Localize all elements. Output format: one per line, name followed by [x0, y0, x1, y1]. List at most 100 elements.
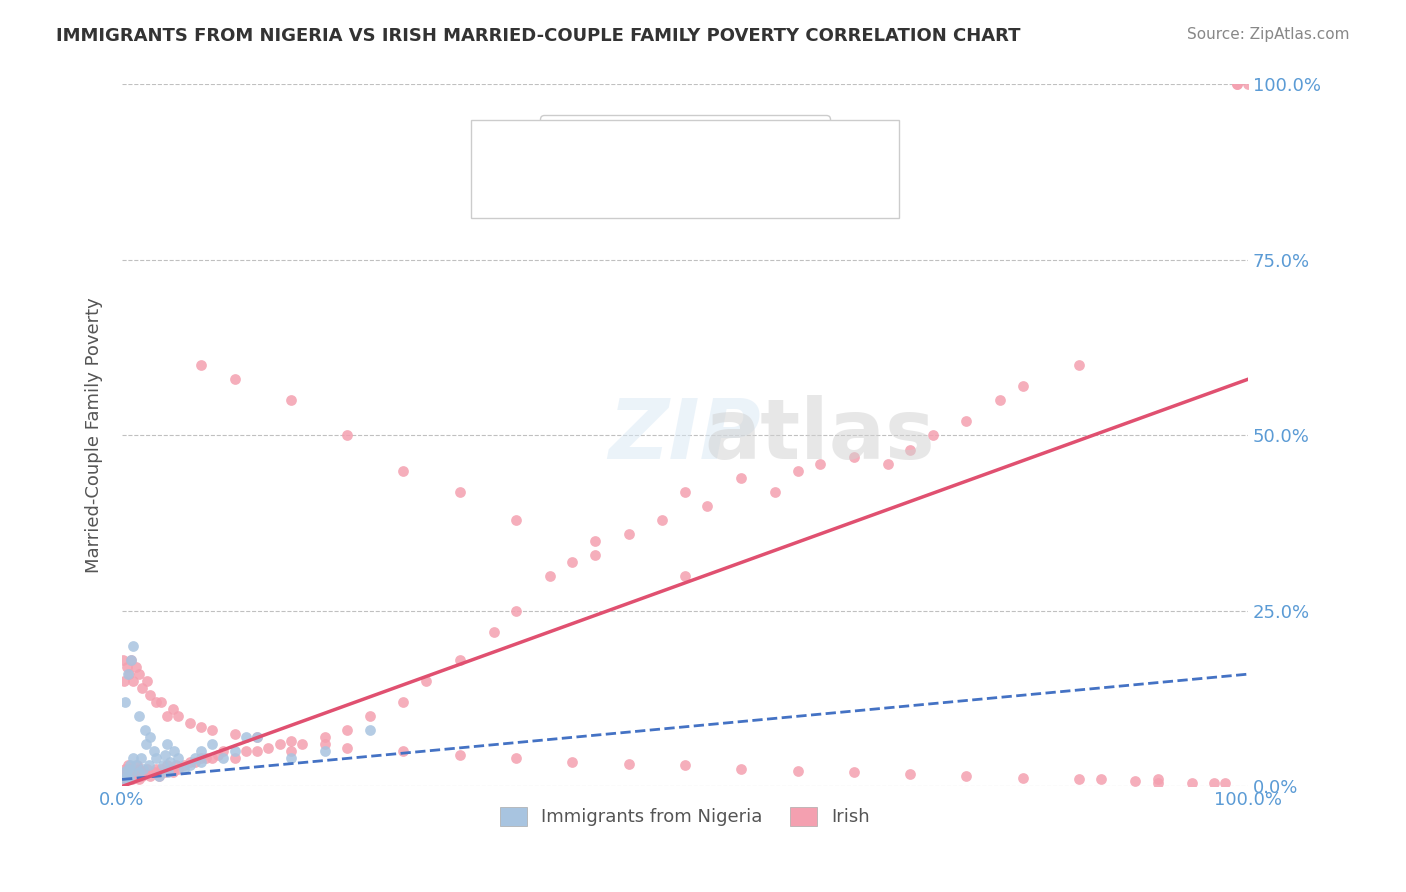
Point: [1067, 358, 1090, 372]
Point: [505, 604, 527, 618]
Point: [148, 769, 170, 783]
Point: [583, 533, 606, 548]
Point: [122, 751, 145, 765]
Point: [114, 762, 136, 776]
Point: [124, 769, 146, 783]
Point: [842, 450, 865, 464]
Point: [359, 723, 381, 738]
Point: [280, 734, 302, 748]
Point: [120, 765, 142, 780]
Point: [115, 765, 138, 780]
Point: [114, 772, 136, 787]
Point: [786, 464, 808, 478]
Point: [392, 744, 415, 758]
Point: [583, 548, 606, 562]
Point: [139, 731, 162, 745]
Point: [112, 769, 135, 783]
Point: [118, 772, 141, 787]
Point: [1226, 78, 1249, 92]
Point: [159, 755, 181, 769]
Point: [1180, 776, 1202, 790]
Point: [730, 762, 752, 776]
Point: [280, 744, 302, 758]
Point: [165, 758, 187, 772]
Point: [1202, 776, 1225, 790]
Point: [336, 723, 359, 738]
Point: [162, 765, 184, 780]
Point: [142, 765, 165, 780]
Point: [115, 769, 138, 783]
Point: [235, 744, 257, 758]
Point: [190, 720, 212, 734]
Point: [120, 653, 142, 667]
Point: [167, 751, 190, 765]
Point: [124, 758, 146, 772]
Text: ZIP: ZIP: [609, 395, 761, 476]
Point: [235, 731, 257, 745]
Point: [1213, 776, 1236, 790]
Point: [167, 762, 190, 776]
Point: [246, 731, 269, 745]
Point: [190, 755, 212, 769]
Point: [561, 555, 583, 569]
Point: [730, 470, 752, 484]
Point: [132, 762, 155, 776]
Point: [673, 758, 696, 772]
Point: [1011, 771, 1033, 785]
Point: [118, 769, 141, 783]
Point: [112, 674, 135, 689]
Point: [955, 414, 977, 428]
Point: [449, 747, 471, 762]
Point: [131, 681, 153, 696]
Point: [124, 660, 146, 674]
Point: [696, 499, 718, 513]
Point: [415, 674, 437, 689]
Point: [673, 569, 696, 583]
Point: [135, 737, 157, 751]
Text: IMMIGRANTS FROM NIGERIA VS IRISH MARRIED-COUPLE FAMILY POVERTY CORRELATION CHART: IMMIGRANTS FROM NIGERIA VS IRISH MARRIED…: [56, 27, 1021, 45]
Point: [112, 765, 135, 780]
Point: [269, 737, 291, 751]
Point: [359, 709, 381, 723]
Point: [118, 667, 141, 681]
Point: [117, 772, 139, 787]
Point: [201, 751, 224, 765]
Point: [152, 758, 174, 772]
Point: [482, 625, 505, 640]
Point: [125, 758, 148, 772]
Point: [314, 737, 336, 751]
Point: [150, 762, 173, 776]
Point: [763, 484, 786, 499]
Point: [190, 744, 212, 758]
Point: [153, 747, 176, 762]
Point: [291, 737, 314, 751]
Point: [142, 744, 165, 758]
Text: atlas: atlas: [704, 395, 935, 476]
Point: [117, 667, 139, 681]
Point: [1226, 78, 1249, 92]
Point: [134, 765, 156, 780]
Point: [921, 428, 943, 442]
Point: [162, 702, 184, 716]
FancyBboxPatch shape: [471, 120, 898, 218]
Point: [128, 762, 150, 776]
Point: [1090, 772, 1112, 787]
Point: [201, 723, 224, 738]
Point: [1067, 772, 1090, 787]
Point: [134, 723, 156, 738]
Point: [156, 737, 179, 751]
Point: [449, 484, 471, 499]
Point: [121, 772, 143, 787]
Point: [122, 639, 145, 653]
Point: [392, 464, 415, 478]
Point: [449, 653, 471, 667]
Point: [179, 716, 201, 731]
Point: [505, 513, 527, 527]
Point: [167, 709, 190, 723]
Point: [173, 762, 195, 776]
Text: Source: ZipAtlas.com: Source: ZipAtlas.com: [1187, 27, 1350, 42]
Point: [212, 744, 235, 758]
Point: [156, 758, 179, 772]
Point: [538, 569, 561, 583]
Point: [190, 751, 212, 765]
